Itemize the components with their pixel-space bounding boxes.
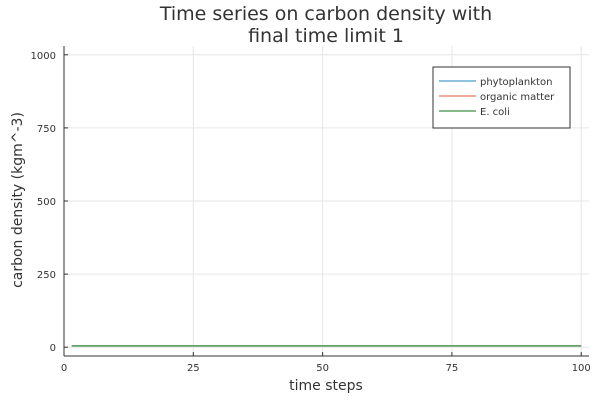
x-tick-label: 75 — [446, 363, 459, 374]
y-tick-label: 0 — [50, 343, 56, 354]
x-tick-label: 25 — [187, 363, 200, 374]
y-tick-label: 250 — [37, 270, 56, 281]
x-tick-label: 50 — [316, 363, 329, 374]
y-axis-label: carbon density (kgm^-3) — [10, 112, 26, 288]
x-tick-label: 100 — [572, 363, 591, 374]
y-tick-label: 500 — [37, 197, 56, 208]
chart-title-line-2: final time limit 1 — [248, 25, 404, 47]
legend-items: phytoplankton organic matter E. coli — [439, 77, 555, 118]
y-tick-label: 1000 — [31, 51, 56, 62]
x-tick-label: 0 — [61, 363, 67, 374]
chart-title-line-1: Time series on carbon density with — [159, 3, 492, 25]
legend-label-2: E. coli — [480, 107, 510, 118]
x-axis-label: time steps — [289, 378, 363, 394]
legend-label-0: phytoplankton — [480, 77, 552, 88]
legend-box — [432, 66, 571, 129]
legend-label-1: organic matter — [480, 92, 555, 103]
legend: phytoplankton organic matter E. coli — [432, 66, 571, 129]
y-tick-label: 750 — [37, 124, 56, 135]
